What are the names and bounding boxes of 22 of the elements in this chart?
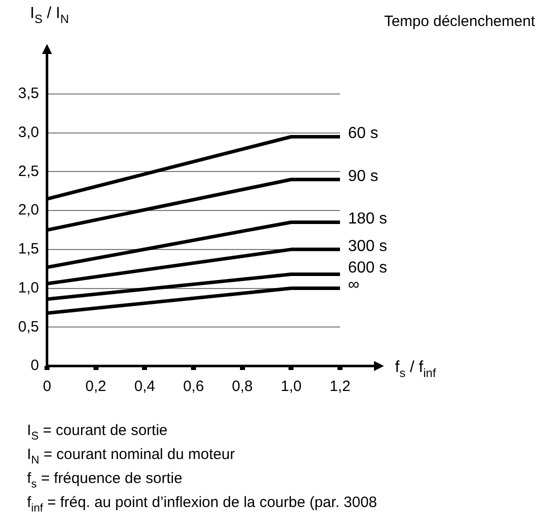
x-tick-label: 0,4 [134, 378, 156, 396]
series-label: 300 s [348, 238, 388, 255]
y-tick-label: 2,5 [18, 162, 39, 180]
x-tick-label: 0,8 [232, 378, 253, 396]
y-tick-label: 3,5 [18, 85, 39, 102]
y-tick-label: 0,5 [18, 318, 39, 336]
series-label: 60 s [348, 125, 378, 142]
y-tick-label: 1,5 [18, 240, 39, 258]
y-tick-label: 1,0 [18, 279, 39, 296]
series-label: 90 s [348, 168, 378, 185]
x-tick-label: 0,6 [183, 378, 204, 396]
x-tick-label: 1,2 [330, 378, 350, 396]
x-tick-label: 0,2 [85, 378, 106, 396]
series-label: 600 s [348, 260, 388, 277]
series-label: 180 s [348, 210, 388, 228]
x-tick-label: 1,0 [280, 378, 302, 396]
x-tick-label: 0 [42, 378, 52, 396]
y-tick-label: 2,0 [18, 202, 39, 219]
legend-title: Tempo déclenchement [384, 13, 536, 30]
y-tick-label: 0 [30, 357, 39, 374]
y-tick-label: 3,0 [18, 124, 39, 141]
series-label: ∞ [348, 276, 360, 294]
